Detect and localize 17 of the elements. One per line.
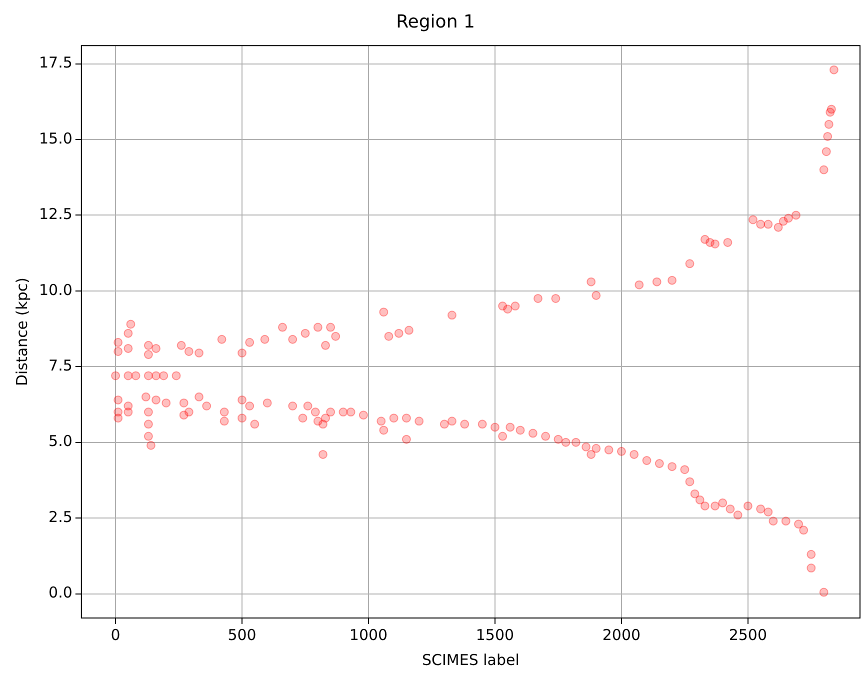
y-tick-label: 5.0 bbox=[48, 432, 72, 450]
x-tick-label: 0 bbox=[110, 626, 120, 644]
y-tick-label: 15.0 bbox=[38, 129, 72, 148]
y-tick-label: 17.5 bbox=[38, 54, 72, 72]
y-axis-title: Distance (kpc) bbox=[12, 278, 31, 386]
chart-title: Region 1 bbox=[396, 11, 475, 32]
x-tick-label: 2000 bbox=[602, 626, 641, 644]
x-tick-label: 1500 bbox=[476, 626, 514, 644]
x-tick-label: 2500 bbox=[728, 626, 768, 644]
y-tick-label: 12.5 bbox=[38, 205, 72, 224]
y-tick-label: 10.0 bbox=[38, 280, 72, 299]
x-tick-label: 500 bbox=[228, 626, 256, 644]
x-axis-title: SCIMES label bbox=[422, 650, 520, 669]
y-tick-label: 7.5 bbox=[48, 356, 72, 375]
x-tick-label: 1000 bbox=[349, 626, 388, 644]
y-tick-label: 2.5 bbox=[48, 508, 72, 526]
y-tick-label: 0.0 bbox=[48, 584, 72, 602]
